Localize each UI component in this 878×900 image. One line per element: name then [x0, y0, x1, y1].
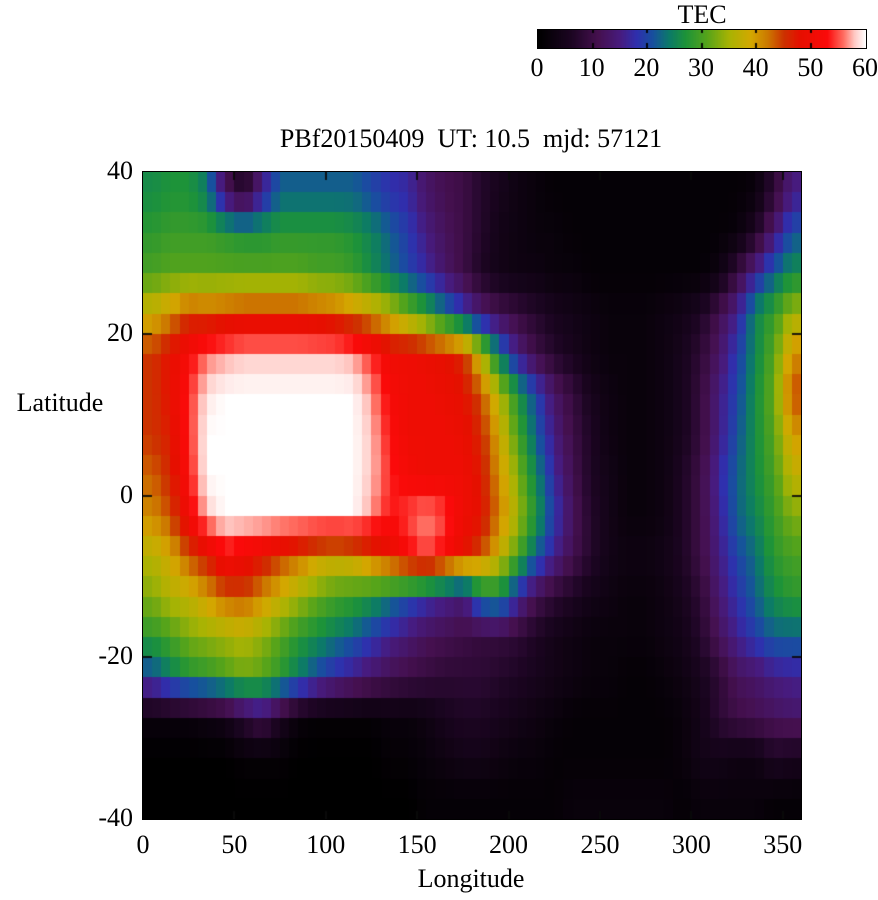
x-tick-label-100: 100: [306, 830, 346, 859]
x-tick-label-300: 300: [671, 830, 711, 859]
colorbar-tick-label-60: 60: [852, 53, 878, 82]
x-tick-label-0: 0: [136, 830, 150, 859]
colorbar-tick-label-50: 50: [797, 53, 824, 82]
x-tick-label-150: 150: [397, 830, 437, 859]
x-tick-label-250: 250: [580, 830, 620, 859]
y-tick-label-20: 20: [107, 317, 133, 347]
colorbar-gradient: [538, 30, 866, 48]
plot-title: PBf20150409 UT: 10.5 mjd: 57121: [279, 124, 663, 153]
y-tick-label-40: 40: [107, 156, 133, 185]
y-tick-label--20: -20: [98, 641, 133, 671]
colorbar-tick-label-40: 40: [742, 53, 769, 82]
x-tick-label-50: 50: [221, 830, 248, 859]
plot-area: [142, 171, 802, 820]
colorbar: [537, 29, 867, 49]
y-axis-label: Latitude: [16, 388, 104, 417]
colorbar-tick-label-0: 0: [530, 53, 544, 82]
heatmap-canvas: [143, 172, 801, 819]
colorbar-title: TEC: [677, 0, 727, 29]
x-axis-label: Longitude: [417, 864, 525, 893]
y-tick-label-0: 0: [120, 479, 133, 509]
x-tick-label-200: 200: [489, 830, 529, 859]
colorbar-tick-label-20: 20: [633, 53, 660, 82]
y-tick-label--40: -40: [98, 803, 133, 832]
x-tick-label-350: 350: [763, 830, 803, 859]
colorbar-tick-label-10: 10: [578, 53, 605, 82]
colorbar-tick-label-30: 30: [688, 53, 714, 82]
